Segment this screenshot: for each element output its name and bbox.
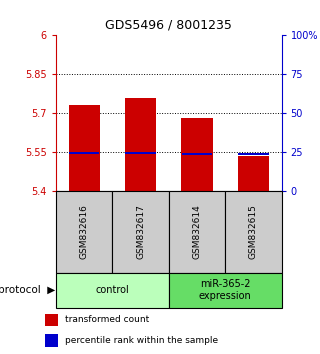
Bar [238,156,269,191]
Bar [45,314,58,326]
Bar [238,153,268,155]
Text: GSM832617: GSM832617 [136,204,145,259]
Text: GSM832616: GSM832616 [80,204,89,259]
Bar [169,191,225,273]
Bar [56,273,169,308]
Text: protocol  ▶: protocol ▶ [0,285,55,295]
Bar [69,105,100,191]
Text: transformed count: transformed count [65,315,150,325]
Text: control: control [96,285,129,295]
Bar [45,334,58,347]
Bar [69,152,100,154]
Text: GSM832615: GSM832615 [249,204,258,259]
Bar [112,191,169,273]
Text: miR-365-2
expression: miR-365-2 expression [199,279,252,301]
Bar [56,191,112,273]
Title: GDS5496 / 8001235: GDS5496 / 8001235 [105,18,232,32]
Bar [225,191,282,273]
Bar [182,153,212,155]
Text: percentile rank within the sample: percentile rank within the sample [65,336,219,345]
Bar [125,152,156,154]
Bar [169,273,282,308]
Text: GSM832614: GSM832614 [193,205,202,259]
Bar [125,98,156,191]
Bar [181,119,212,191]
